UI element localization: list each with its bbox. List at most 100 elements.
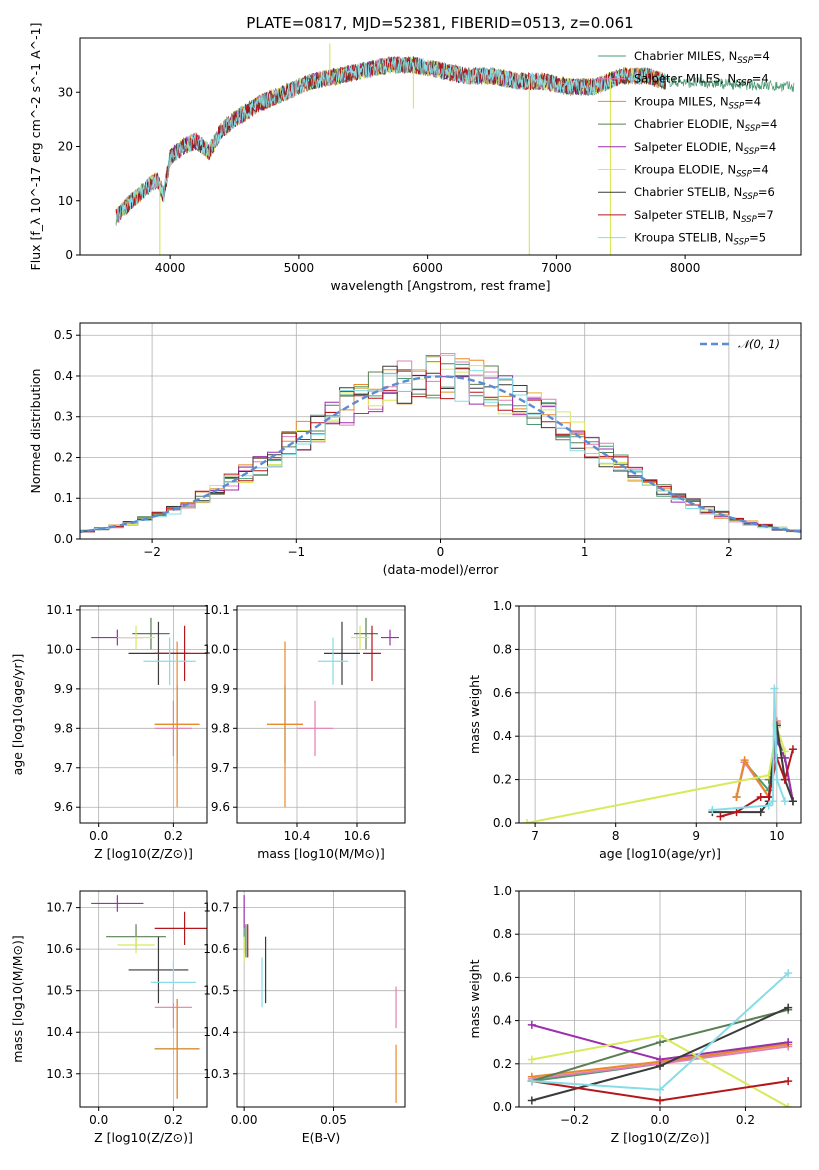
x-tick-label: 7	[531, 829, 539, 843]
y-tick-label: 0.2	[54, 450, 73, 464]
normal-curve	[80, 375, 801, 534]
x-tick-label: 5000	[284, 261, 315, 275]
x-tick-label: 6000	[412, 261, 443, 275]
x-tick-label: 1	[581, 545, 589, 559]
y-tick-label: 0.8	[493, 642, 512, 656]
x-tick-label: −1	[287, 545, 305, 559]
series-marker	[656, 1031, 664, 1040]
x-axis-label: Z [log10(Z/Z⊙)]	[611, 1130, 710, 1145]
x-tick-label: 7000	[541, 261, 572, 275]
y-tick-label: 9.7	[211, 761, 230, 775]
series-marker	[784, 1103, 793, 1107]
series-line	[526, 727, 786, 823]
x-tick-label: 0.2	[164, 1113, 183, 1127]
x-axis-label: age [log10(age/yr)]	[599, 846, 721, 861]
x-tick-label: 0.05	[320, 1113, 347, 1127]
y-tick-label: 9.8	[211, 721, 230, 735]
x-tick-label: 10.6	[344, 829, 371, 843]
y-tick-label: 0.0	[493, 1100, 512, 1114]
series-marker	[784, 1077, 793, 1086]
x-axis-label: wavelength [Angstrom, rest frame]	[330, 278, 550, 293]
legend-label: Kroupa ELODIE, NSSP=4	[634, 163, 769, 180]
plot-area	[91, 895, 207, 1099]
series-marker	[772, 775, 781, 784]
y-tick-label: 10.4	[46, 1025, 73, 1039]
y-axis-label: mass weight	[467, 675, 482, 754]
series-marker	[527, 1096, 536, 1105]
x-axis-label: mass [log10(M/M⊙)]	[257, 846, 385, 861]
y-tick-label: 10.7	[203, 901, 230, 915]
series-marker	[780, 775, 789, 784]
y-tick-label: 10	[58, 194, 73, 208]
histogram-step	[80, 355, 801, 534]
series-marker	[764, 801, 773, 810]
series-marker	[784, 1003, 793, 1012]
y-axis-label: age [log10(age/yr)]	[10, 654, 25, 776]
series-marker	[756, 808, 765, 817]
mass-vs-extinction-panel: 0.00 0.05 10.3 10.4 10.5 10.6 10.7 E(B-V)	[203, 890, 406, 1145]
axes-frame	[79, 890, 208, 1108]
x-tick-label: −2	[143, 545, 161, 559]
plot-area	[80, 353, 801, 535]
y-tick-label: 10.4	[203, 1025, 230, 1039]
y-tick-label: 10.0	[203, 642, 230, 656]
y-tick-label: 0.0	[493, 816, 512, 830]
y-axis-label: Normed distribution	[28, 369, 43, 494]
x-axis-label: Z [log10(Z/Z⊙)]	[94, 1130, 193, 1145]
y-tick-label: 0.6	[493, 970, 512, 984]
series-marker	[764, 792, 773, 801]
axes-frame	[79, 605, 208, 824]
legend-label: Chabrier MILES, NSSP=4	[634, 49, 770, 66]
legend-label: 𝒩(0, 1)	[738, 337, 780, 351]
series-marker	[708, 805, 717, 814]
series-marker	[784, 1038, 793, 1047]
y-tick-label: 1.0	[493, 884, 512, 898]
legend-label: Chabrier STELIB, NSSP=6	[634, 185, 775, 202]
y-tick-label: 10.5	[203, 984, 230, 998]
plot-area	[527, 969, 793, 1107]
series-line	[712, 688, 786, 811]
x-tick-label: 8	[612, 829, 620, 843]
series-marker	[656, 1085, 664, 1094]
series-marker	[732, 792, 741, 801]
series-marker	[527, 1020, 536, 1029]
series-marker	[732, 808, 741, 817]
legend-label: Kroupa MILES, NSSP=4	[634, 94, 761, 111]
x-tick-label: 10	[769, 829, 784, 843]
series-marker	[788, 745, 797, 754]
series-marker	[784, 969, 793, 978]
figure-title: PLATE=0817, MJD=52381, FIBERID=0513, z=0…	[246, 14, 633, 32]
residual-histogram-panel: −2 −1 0 1 2 0.0 0.1 0.2 0.3 0.4 0.5 (data-model)/er…	[28, 322, 802, 577]
y-tick-label: 0.1	[54, 491, 73, 505]
legend-label: Salpeter STELIB, NSSP=7	[634, 208, 774, 225]
y-tick-label: 10.7	[46, 901, 73, 915]
series-marker	[656, 1061, 664, 1070]
y-tick-label: 9.8	[54, 721, 73, 735]
y-tick-label: 0.4	[493, 729, 512, 743]
series-marker	[523, 819, 532, 823]
legend-label: Salpeter MILES, NSSP=4	[634, 72, 769, 89]
y-tick-label: 9.9	[211, 682, 230, 696]
x-tick-label: 8000	[670, 261, 701, 275]
series-marker	[756, 792, 765, 801]
y-tick-label: 30	[58, 85, 73, 99]
y-axis-label: mass [log10(M/M⊙)]	[10, 935, 25, 1063]
plot-area	[115, 43, 795, 255]
plot-area	[523, 684, 797, 823]
y-tick-label: 0.4	[493, 1014, 512, 1028]
y-tick-label: 9.7	[54, 761, 73, 775]
series-marker	[780, 747, 789, 756]
x-tick-label: 2	[725, 545, 733, 559]
y-tick-label: 9.9	[54, 682, 73, 696]
series-marker	[780, 797, 789, 806]
spectrum-line	[115, 56, 666, 222]
y-tick-label: 0.3	[54, 410, 73, 424]
y-tick-label: 0.0	[54, 532, 73, 546]
age-vs-mass-panel: 10.4 10.6 9.6 9.7 9.8 9.9 10.0 10.1 mass [log10(…	[203, 603, 406, 861]
series-marker	[527, 1055, 536, 1064]
mass-vs-metallicity-panel: 0.0 0.2 10.3 10.4 10.5 10.6 10.7 Z [log10(Z/Z⊙)…	[10, 890, 208, 1145]
x-tick-label: 0	[437, 545, 445, 559]
x-axis-label: Z [log10(Z/Z⊙)]	[94, 846, 193, 861]
x-tick-label: 9	[692, 829, 700, 843]
x-tick-label: 4000	[155, 261, 186, 275]
